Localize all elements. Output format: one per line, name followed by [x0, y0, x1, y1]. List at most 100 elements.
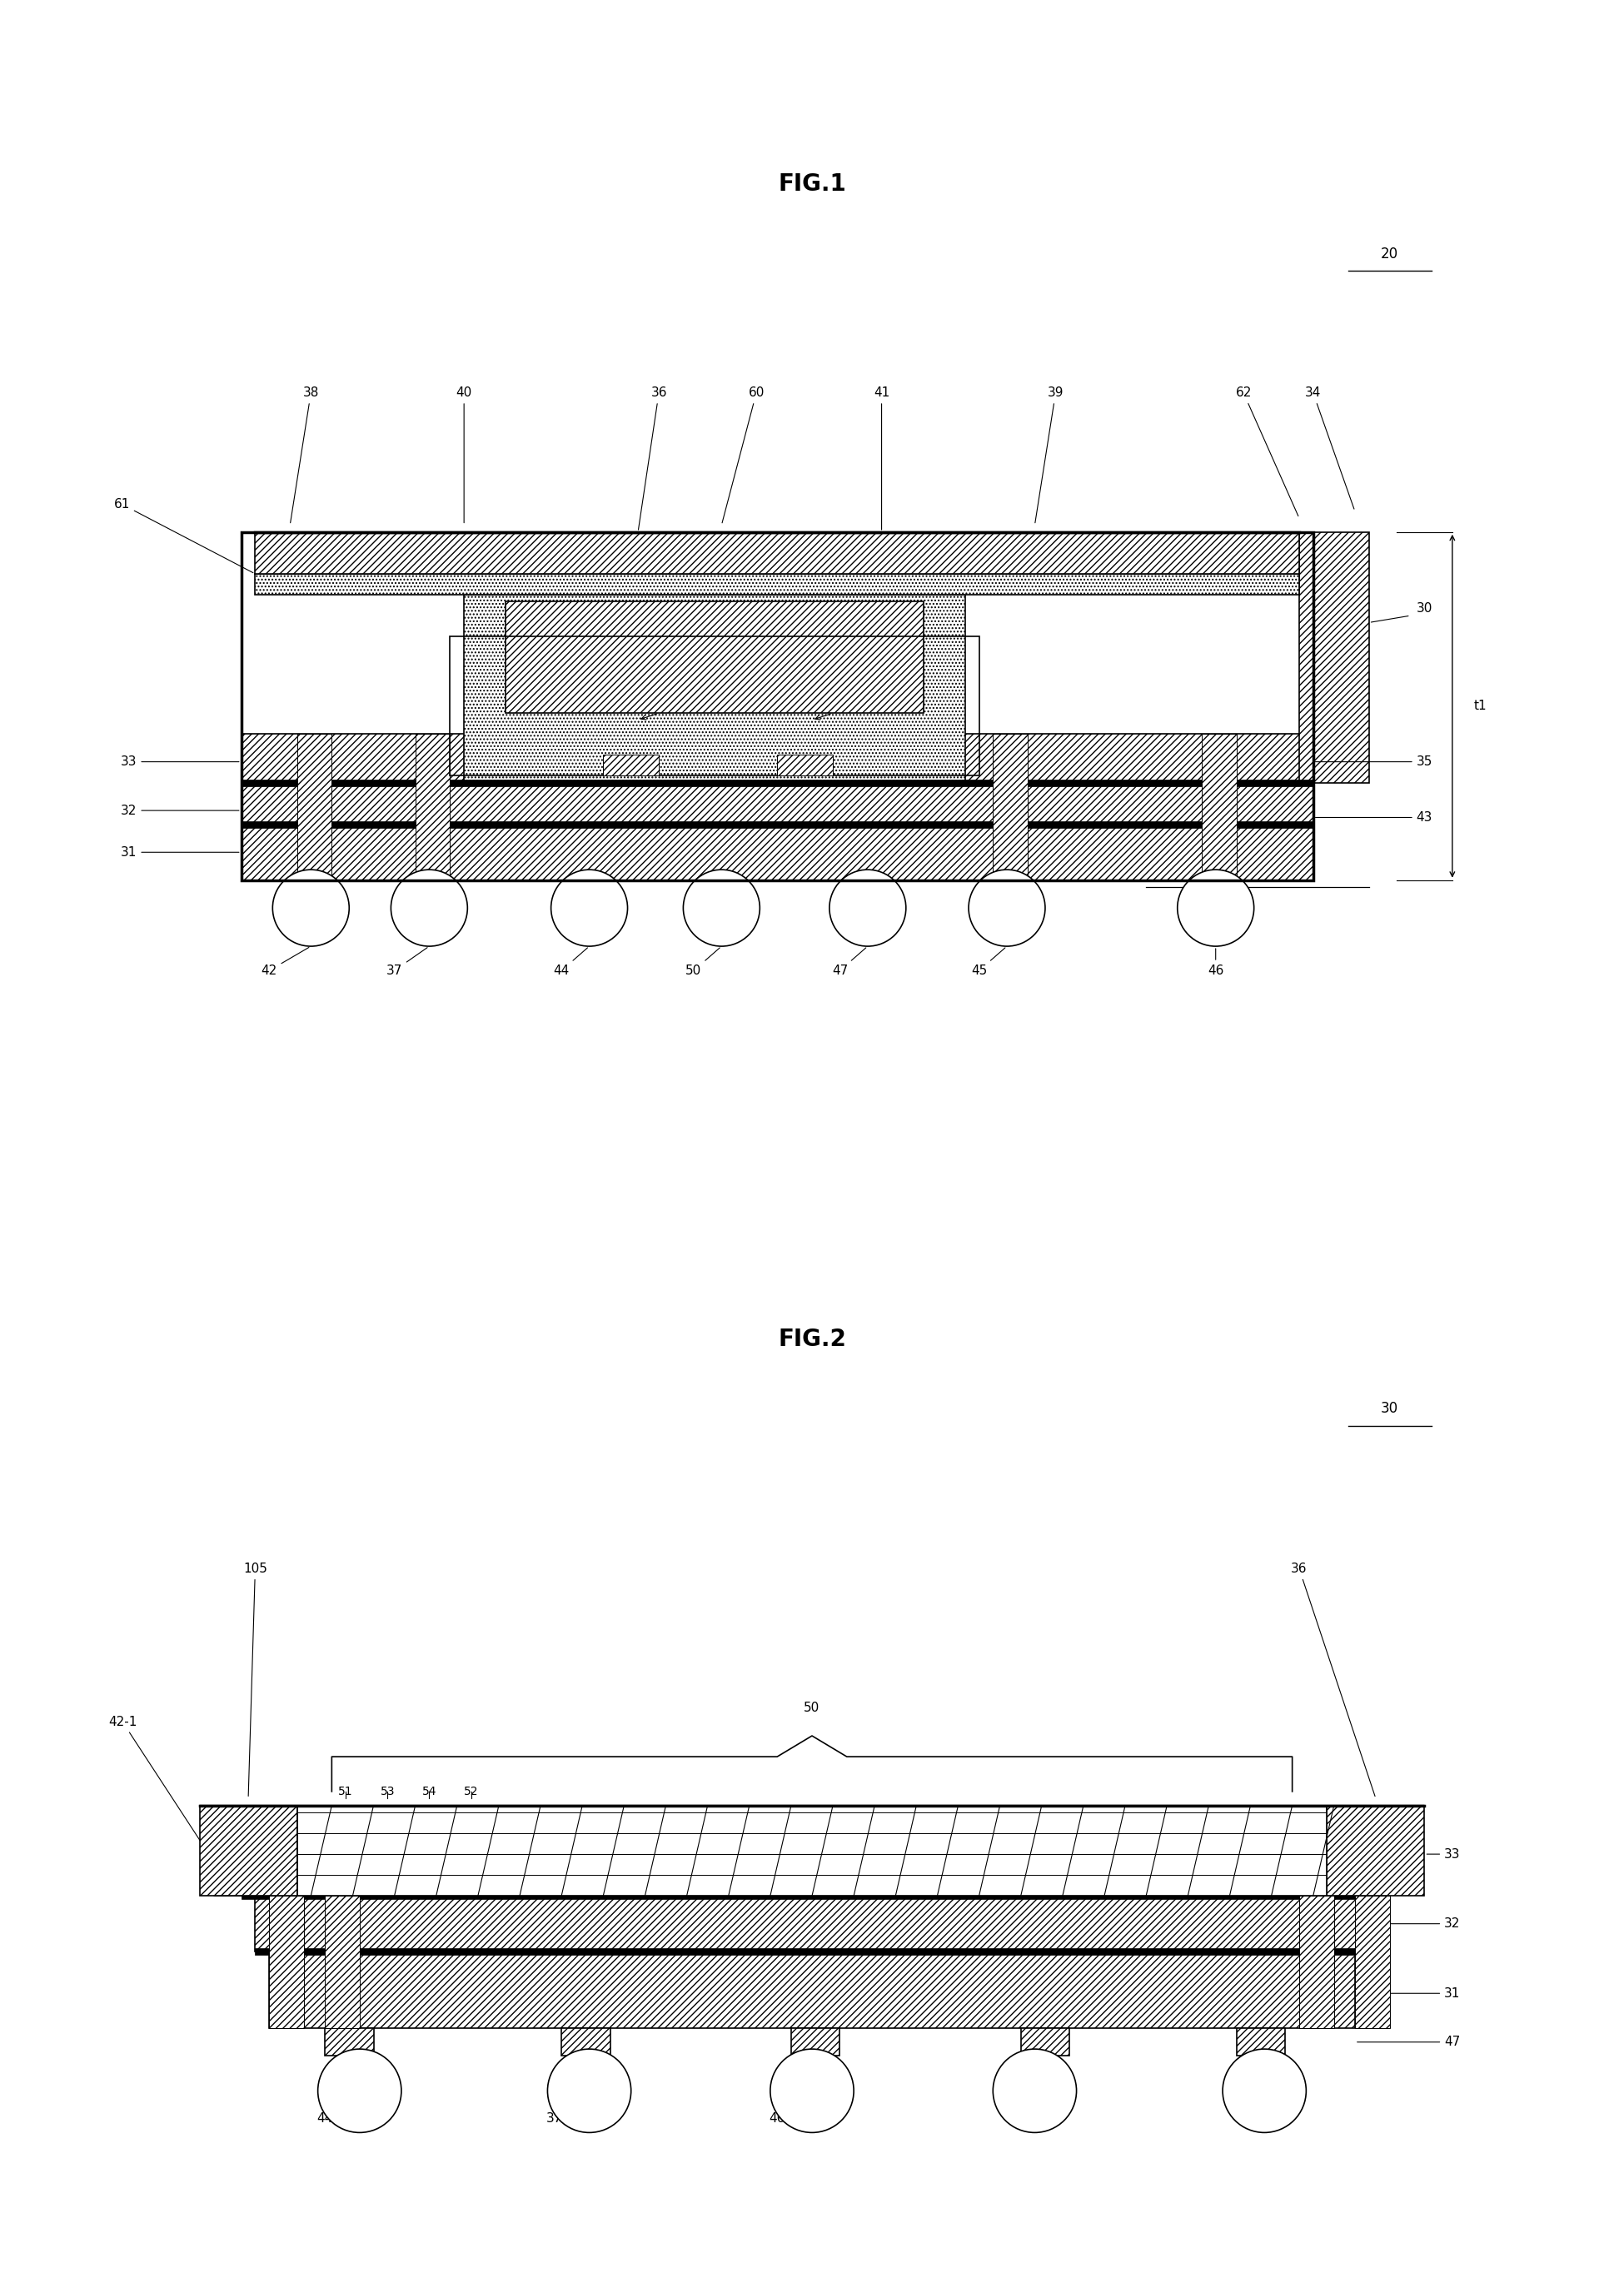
Text: 37: 37: [387, 948, 427, 977]
Circle shape: [1223, 2048, 1306, 2132]
Text: 30: 30: [1380, 1400, 1398, 1416]
Bar: [1195, 880, 1236, 900]
Text: 44: 44: [554, 948, 588, 977]
Polygon shape: [255, 1896, 1369, 1953]
Text: 36: 36: [1291, 1562, 1376, 1796]
Text: 32: 32: [1371, 1918, 1460, 1930]
Text: 53: 53: [380, 1787, 395, 1798]
Text: t1: t1: [1473, 700, 1486, 711]
Bar: [416, 734, 450, 880]
Bar: [464, 596, 965, 782]
Bar: [242, 821, 1314, 827]
Bar: [291, 880, 331, 900]
Text: 45: 45: [971, 948, 1005, 977]
Bar: [297, 1834, 1327, 1855]
Bar: [1202, 734, 1236, 880]
Text: 105: 105: [244, 1562, 268, 1796]
Text: 33: 33: [1427, 1848, 1460, 1859]
Polygon shape: [200, 1805, 297, 1896]
Text: 30: 30: [1416, 602, 1432, 616]
Text: 38: 38: [291, 386, 318, 523]
Text: a: a: [656, 705, 663, 716]
Bar: [1354, 1896, 1390, 2028]
Polygon shape: [270, 1953, 1354, 2028]
Circle shape: [968, 871, 1046, 946]
Text: 31: 31: [1358, 1987, 1460, 2000]
Text: 43: 43: [1315, 811, 1432, 823]
Bar: [297, 1805, 1327, 1896]
Text: 41: 41: [874, 386, 890, 530]
Bar: [325, 1896, 359, 2028]
Bar: [992, 734, 1028, 880]
Text: 32: 32: [120, 805, 239, 816]
Bar: [255, 1948, 1369, 1955]
Bar: [778, 755, 833, 775]
Text: 37: 37: [546, 2105, 588, 2125]
Bar: [700, 880, 742, 900]
Text: 45: 45: [1013, 2107, 1033, 2125]
Bar: [562, 2028, 611, 2057]
Bar: [986, 880, 1028, 900]
Bar: [297, 1812, 1327, 1834]
Text: 31: 31: [120, 846, 239, 859]
Bar: [255, 532, 1299, 573]
Bar: [270, 1896, 304, 2028]
Bar: [242, 1893, 1382, 1900]
Text: 42: 42: [261, 948, 309, 977]
Bar: [791, 2028, 840, 2057]
Bar: [1299, 1896, 1333, 2028]
Circle shape: [1177, 871, 1254, 946]
Text: 50: 50: [685, 948, 719, 977]
Bar: [297, 734, 331, 880]
Text: FIG.2: FIG.2: [778, 1327, 846, 1350]
Text: 35: 35: [1315, 755, 1432, 768]
Text: 33: 33: [120, 755, 239, 768]
Bar: [297, 1855, 1327, 1875]
Bar: [297, 1875, 1327, 1896]
Bar: [255, 573, 1299, 596]
Polygon shape: [200, 1805, 1424, 1896]
Text: 44: 44: [317, 2105, 357, 2125]
Text: 54: 54: [422, 1787, 437, 1798]
Circle shape: [273, 871, 349, 946]
Bar: [450, 636, 979, 775]
Text: 60: 60: [723, 386, 765, 523]
Text: 46: 46: [770, 2105, 810, 2125]
Bar: [505, 602, 924, 714]
Polygon shape: [1327, 1805, 1424, 1896]
Text: 52: 52: [464, 1787, 477, 1798]
Circle shape: [684, 871, 760, 946]
Text: 47: 47: [1358, 2037, 1460, 2048]
Bar: [1236, 2028, 1285, 2057]
Bar: [242, 780, 1314, 786]
Circle shape: [551, 871, 627, 946]
Bar: [408, 880, 450, 900]
Bar: [242, 825, 1314, 880]
Circle shape: [547, 2048, 632, 2132]
Text: b: b: [830, 705, 836, 716]
Circle shape: [830, 871, 906, 946]
Text: 20: 20: [1380, 245, 1398, 261]
Bar: [603, 755, 659, 775]
Text: 62: 62: [1236, 386, 1298, 516]
Bar: [1299, 532, 1369, 782]
Circle shape: [318, 2048, 401, 2132]
Text: 36: 36: [638, 386, 667, 530]
Bar: [242, 782, 1314, 825]
Text: 46: 46: [1187, 898, 1203, 911]
Text: 42-1: 42-1: [109, 1716, 213, 1859]
Bar: [568, 880, 611, 900]
Text: 61: 61: [114, 498, 253, 573]
Text: 40: 40: [456, 386, 473, 523]
Text: 34: 34: [1306, 386, 1354, 509]
Bar: [297, 1805, 1327, 1896]
Bar: [1021, 2028, 1070, 2057]
Circle shape: [391, 871, 468, 946]
Bar: [325, 2028, 374, 2057]
Circle shape: [992, 2048, 1077, 2132]
Bar: [242, 734, 1314, 782]
Text: FIG.1: FIG.1: [778, 173, 846, 195]
Text: 39: 39: [1034, 386, 1064, 523]
Bar: [242, 532, 1314, 880]
Text: 46: 46: [1208, 948, 1224, 977]
